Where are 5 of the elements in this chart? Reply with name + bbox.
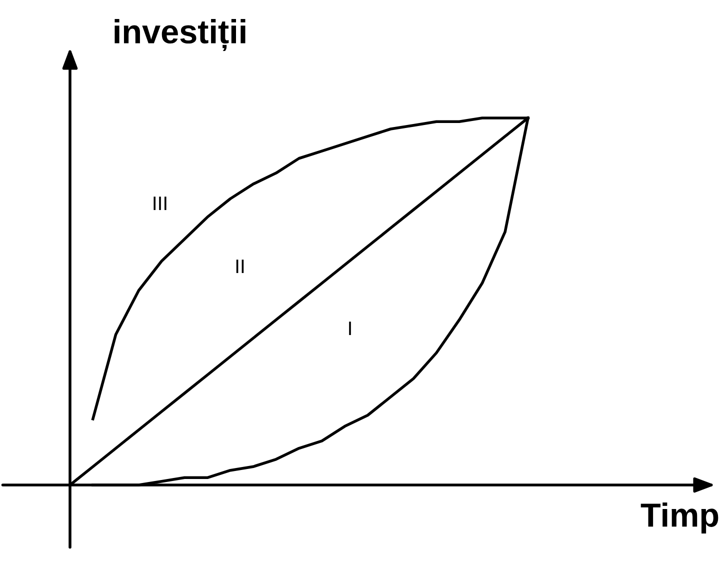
y-axis-title: investiții (114, 19, 246, 51)
annotation: I (349, 322, 351, 336)
annotation: II (236, 260, 244, 274)
annotation: III (154, 196, 166, 210)
x-axis-title: Timp (640, 502, 718, 534)
